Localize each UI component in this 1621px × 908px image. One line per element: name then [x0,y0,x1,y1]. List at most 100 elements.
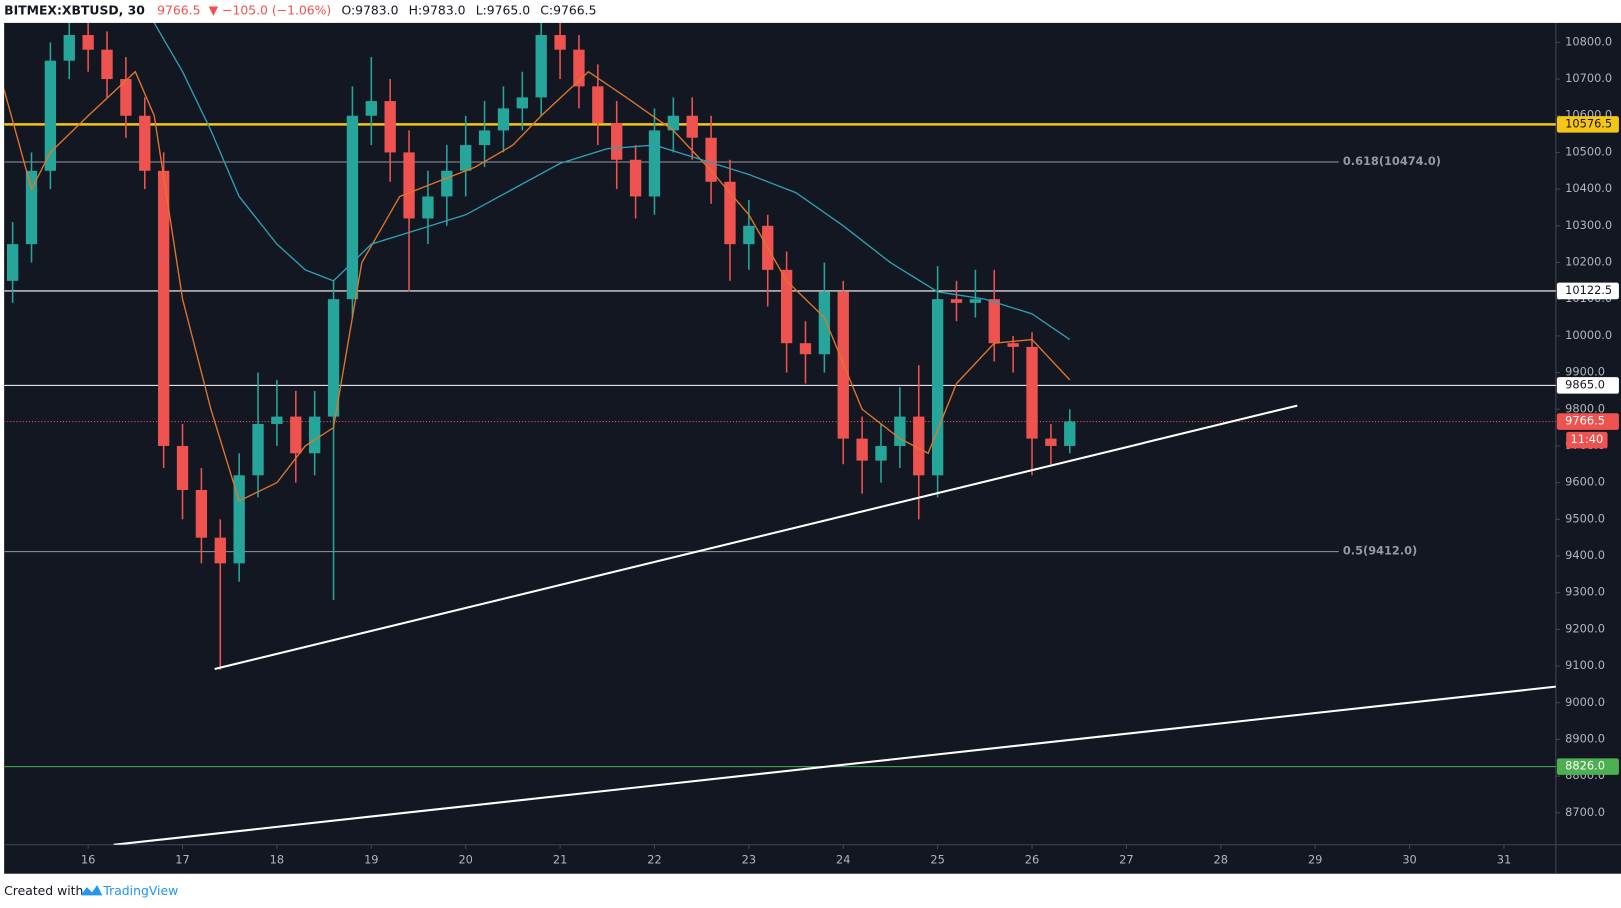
level-label: 9865.0 [1565,377,1605,391]
candle-body [667,115,680,131]
candle-body [309,416,321,454]
open: O:9783.0 [341,2,398,17]
fib-label: 0.618(10474.0) [1343,154,1441,168]
candle-body [913,416,925,476]
candle-body [969,299,982,303]
y-tick-label: 10700.0 [1565,71,1612,85]
candle-body [535,35,547,98]
x-tick-label: 18 [270,852,284,866]
y-tick-label: 9100.0 [1565,658,1605,672]
x-tick-label: 22 [647,852,661,866]
candle-body [233,475,245,564]
candle-body [139,115,151,171]
candle-body [365,101,377,116]
tradingview-logo[interactable] [80,885,103,896]
candle-body [120,79,132,116]
candle-body [592,86,604,124]
candle-body [327,299,340,417]
x-tick-label: 28 [1214,852,1228,866]
level-label: 10576.5 [1565,116,1612,130]
x-tick-label: 17 [175,852,189,866]
candle-body [214,537,226,564]
footer-prefix: Created with [4,883,83,898]
low: L:9765.0 [476,2,531,17]
y-tick-label: 9000.0 [1565,695,1605,709]
chart-panel [4,22,1621,874]
y-tick-label: 9400.0 [1565,548,1605,562]
level-label: 9766.5 [1565,414,1605,428]
y-tick-label: 9800.0 [1565,401,1605,415]
candle-body [724,181,736,245]
candle-body [611,123,623,160]
trendline [113,685,1556,845]
candle-body [1026,346,1038,439]
x-tick-label: 24 [836,852,850,866]
candle-body [1064,421,1076,446]
y-tick-label: 8900.0 [1565,731,1605,745]
candle-body [799,343,812,355]
candle-body [875,445,887,461]
candle-body [82,35,94,50]
x-tick-label: 19 [364,852,378,866]
y-tick-label: 8700.0 [1565,805,1605,819]
candle-body [856,438,868,461]
candle-body [422,196,434,219]
x-tick-label: 25 [930,852,944,866]
candle-body [818,291,831,355]
countdown-box [1566,431,1608,449]
candle-body [403,152,415,219]
candle-body [25,170,38,245]
y-tick-label: 10400.0 [1565,181,1612,195]
candle-body [705,137,717,182]
header: BITMEX:XBTUSD, 30 9766.5 ▼ −105.0 (−1.06… [4,2,596,17]
x-tick-label: 27 [1119,852,1133,866]
price-change: ▼ −105.0 (−1.06%) [209,2,332,17]
candle-body [573,49,585,87]
y-tick-label: 10000.0 [1565,328,1612,342]
level-label-box [1556,116,1619,133]
candle-body [101,49,113,80]
candle-body [988,299,1000,344]
y-tick-label: 10300.0 [1565,218,1612,232]
x-tick-label: 21 [553,852,567,866]
candle-body [195,489,208,538]
candle-body [780,269,793,344]
plot: 0.618(10474.0) 0.5(9412.0) [4,22,1556,845]
candle-body [629,159,642,197]
y-tick-label: 9300.0 [1565,585,1605,599]
candle-body [63,35,75,61]
candle-body [837,291,849,439]
candle-body [176,445,189,490]
candle-body [743,225,755,245]
x-tick-label: 23 [742,852,756,866]
trendline [214,404,1298,671]
y-tick-label: 9500.0 [1565,511,1605,525]
candle-body [931,299,944,476]
x-tick-label: 29 [1308,852,1322,866]
level-label: 8826.0 [1565,759,1605,773]
candle-body [894,416,906,446]
y-tick-label: 9600.0 [1565,475,1605,489]
candle-body [6,244,19,281]
countdown: 11:40 [1571,432,1604,446]
x-tick-label: 31 [1497,852,1511,866]
level-label-box [1556,758,1619,775]
level-label-box [1556,413,1619,430]
moving-average [153,22,1071,341]
candle-body [290,416,302,454]
candle-body [554,35,566,50]
candle-body [1007,343,1019,347]
level-label: 10122.5 [1565,283,1612,297]
level-label-box [1556,282,1619,300]
y-tick-label: 10200.0 [1565,254,1612,268]
x-tick-label: 16 [81,852,95,866]
y-tick-label: 10800.0 [1565,34,1612,48]
y-tick-label: 9900.0 [1565,365,1605,379]
high: H:9783.0 [409,2,466,17]
candle-body [157,170,170,446]
footer-brand[interactable]: TradingView [102,883,178,898]
candle-body [384,101,396,153]
moving-average [4,70,1071,502]
